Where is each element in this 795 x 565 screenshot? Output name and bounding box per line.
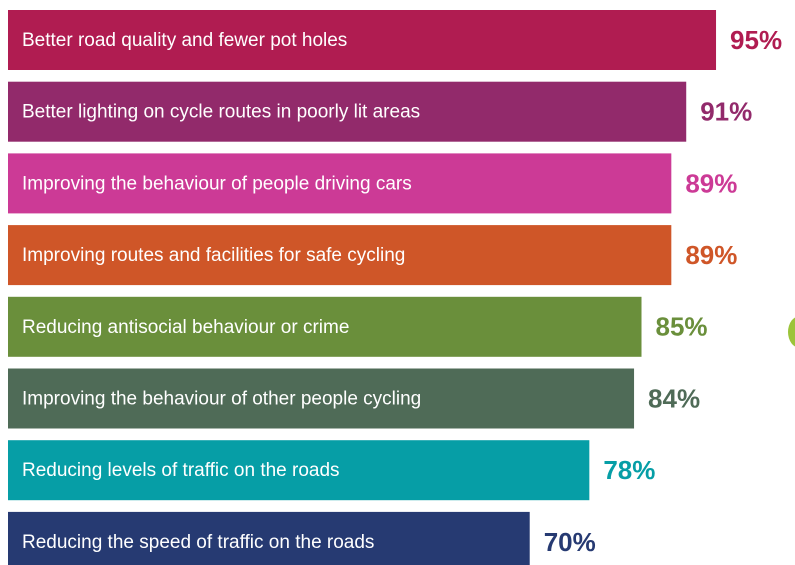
category-label: Improving the behaviour of people drivin… [22,173,412,194]
value-label: 84% [648,383,700,413]
category-label: Better road quality and fewer pot holes [22,30,347,51]
bar [8,511,530,565]
category-label: Improving the behaviour of other people … [22,389,421,410]
value-label: 70% [544,527,596,557]
value-label: 85% [656,312,708,342]
bar [8,153,672,214]
bar [8,225,672,286]
value-label: 78% [603,455,655,485]
value-label: 89% [685,240,737,270]
decoration [788,317,795,347]
value-label: 91% [700,97,752,127]
category-label: Reducing the speed of traffic on the roa… [22,532,374,553]
bar [8,440,590,501]
bar [8,296,642,357]
category-label: Reducing levels of traffic on the roads [22,460,340,481]
category-label: Better lighting on cycle routes in poorl… [22,102,420,123]
bar [8,81,687,142]
value-label: 95% [730,25,782,55]
bar [8,10,717,70]
category-label: Reducing antisocial behaviour or crime [22,317,349,338]
category-label: Improving routes and facilities for safe… [22,245,405,266]
value-label: 89% [685,168,737,198]
bar [8,368,635,429]
